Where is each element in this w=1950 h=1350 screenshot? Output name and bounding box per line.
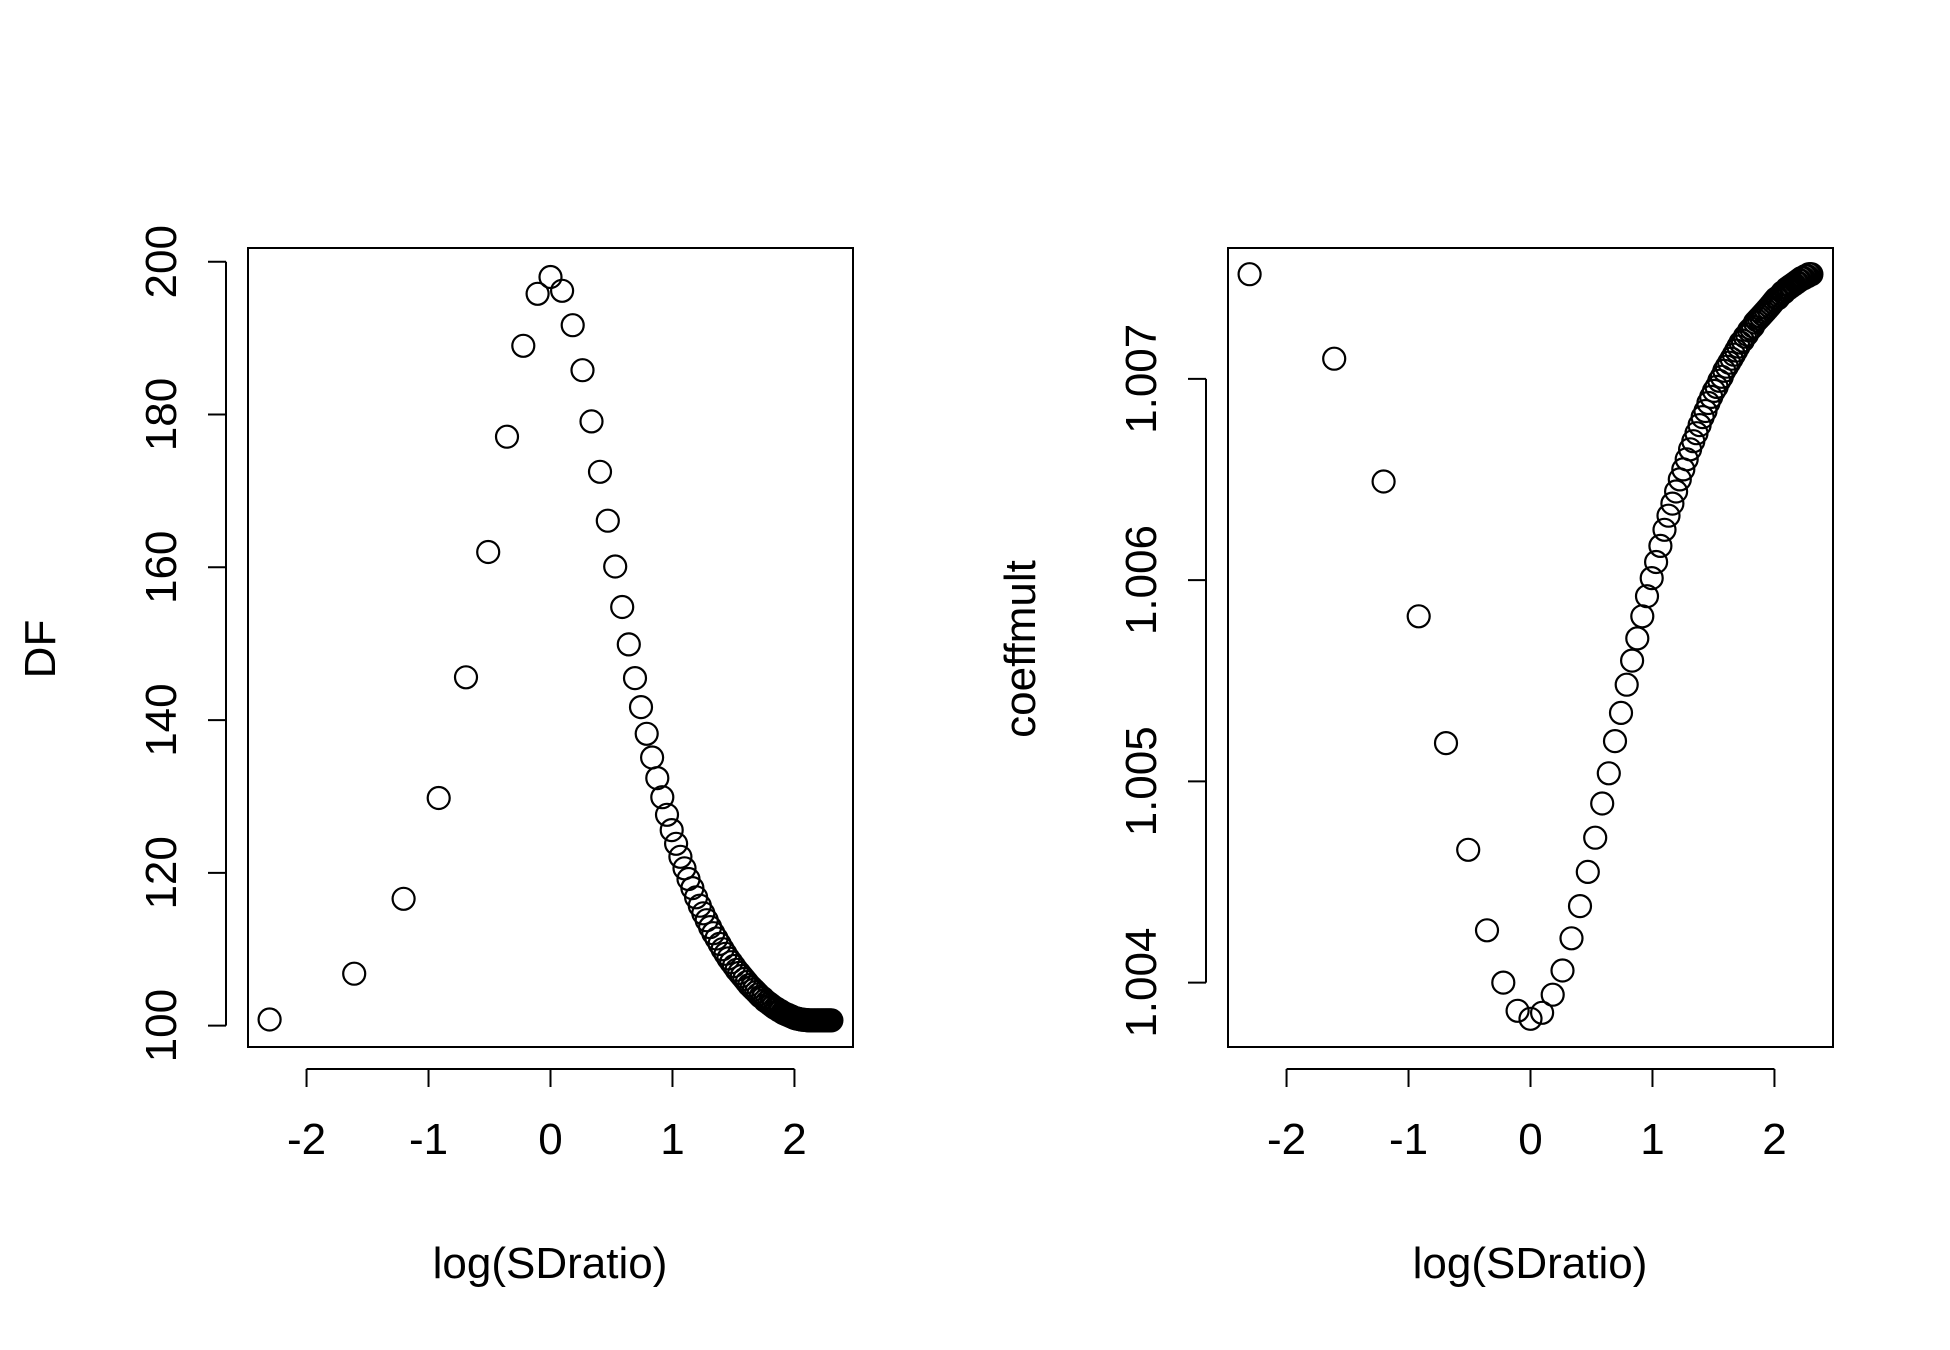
df-point xyxy=(668,844,693,869)
coeffmult-point xyxy=(1529,1000,1555,1025)
coeffmult-point xyxy=(1322,346,1347,371)
coeffmult-point xyxy=(1602,728,1628,754)
coeffmult-point xyxy=(1583,825,1608,850)
coeffmult-y-tick-label: 1.007 xyxy=(1117,324,1166,434)
coeffmult-point xyxy=(1237,262,1262,287)
df-point xyxy=(257,1007,282,1032)
coeffmult-y-tick-label: 1.006 xyxy=(1117,525,1166,635)
coeffmult-point xyxy=(1540,982,1565,1007)
df-point xyxy=(634,721,659,746)
df-y-tick-label: 100 xyxy=(137,989,186,1062)
df-plot-frame xyxy=(247,247,854,1048)
coeffmult-point xyxy=(1575,859,1600,885)
coeffmult-point xyxy=(1550,958,1575,983)
coeffmult-point xyxy=(1371,469,1396,494)
coeffmult-x-tick-label: 2 xyxy=(1762,1115,1786,1164)
coeffmult-point xyxy=(1663,479,1689,504)
coeffmult-y-tick-label: 1.004 xyxy=(1117,928,1166,1038)
df-point xyxy=(342,961,367,986)
coeffmult-point xyxy=(1799,262,1824,287)
coeffmult-point xyxy=(1491,970,1516,995)
coeffmult-point xyxy=(1643,549,1669,575)
df-point xyxy=(659,817,684,843)
df-point xyxy=(453,665,479,690)
coeffmult-point xyxy=(1505,998,1530,1023)
coeffmult-point xyxy=(1596,761,1621,786)
df-point xyxy=(610,594,635,620)
df-point xyxy=(525,281,550,306)
coeffmult-y-axis: 1.004 1.005 1.006 1.007 xyxy=(1117,324,1207,1038)
df-y-axis: 100 120 140 160 180 200 xyxy=(137,225,227,1062)
df-point xyxy=(587,459,613,484)
df-y-tick-label: 200 xyxy=(137,225,186,298)
coeffmult-point xyxy=(1619,648,1645,673)
coeffmult-x-tick-label: 0 xyxy=(1518,1115,1542,1164)
df-point xyxy=(663,831,689,856)
coeffmult-point xyxy=(1608,700,1634,726)
df-y-tick-label: 180 xyxy=(137,378,186,451)
coeffmult-y-tick-label: 1.005 xyxy=(1117,726,1166,836)
df-x-tick-label: 2 xyxy=(782,1115,806,1164)
df-x-axis-label: log(SDratio) xyxy=(433,1239,668,1288)
right-panel-coeffmult: -2 -1 0 1 2 1.004 1.005 1.006 1.007 log(SDratio… xyxy=(996,247,1834,1288)
df-y-axis-label: DF xyxy=(16,620,65,679)
df-point xyxy=(819,1008,844,1033)
coeffmult-point xyxy=(1660,491,1685,516)
coeffmult-point xyxy=(1625,626,1650,651)
df-point xyxy=(595,508,620,533)
df-point xyxy=(426,785,451,811)
coeffmult-x-tick-label: -1 xyxy=(1389,1115,1428,1164)
coeffmult-point xyxy=(1518,1006,1543,1031)
df-point xyxy=(511,333,536,358)
df-point xyxy=(476,539,501,565)
df-point xyxy=(579,409,604,434)
df-point xyxy=(570,358,595,383)
df-y-tick-label: 120 xyxy=(137,836,186,909)
df-point xyxy=(603,554,628,579)
coeffmult-y-axis-label: coeffmult xyxy=(996,560,1045,738)
df-x-tick-label: 0 xyxy=(538,1115,562,1164)
coeffmult-x-axis-label: log(SDratio) xyxy=(1413,1239,1648,1288)
df-point xyxy=(391,886,416,911)
df-point xyxy=(654,802,680,827)
df-point xyxy=(560,313,585,338)
df-x-axis: -2 -1 0 1 2 xyxy=(287,1068,807,1164)
coeffmult-point xyxy=(1406,604,1431,629)
coeffmult-point xyxy=(1614,672,1639,697)
df-x-tick-label: 1 xyxy=(660,1115,684,1164)
coeffmult-point xyxy=(1648,533,1673,559)
df-y-tick-label: 140 xyxy=(137,683,186,756)
coeffmult-x-axis: -2 -1 0 1 2 xyxy=(1267,1068,1787,1164)
coeffmult-x-tick-label: 1 xyxy=(1640,1115,1664,1164)
df-point xyxy=(628,694,654,720)
df-points xyxy=(257,264,844,1033)
coeffmult-point xyxy=(1567,893,1593,919)
df-point xyxy=(494,424,520,449)
df-point xyxy=(650,785,675,810)
df-point xyxy=(622,665,648,691)
coeffmult-point xyxy=(1433,730,1459,756)
coeffmult-point xyxy=(1456,837,1481,862)
df-point xyxy=(645,765,670,791)
coeffmult-point xyxy=(1559,926,1584,951)
coeffmult-point xyxy=(1674,447,1699,472)
coeffmult-points xyxy=(1237,262,1824,1031)
df-y-tick-label: 160 xyxy=(137,531,186,604)
coeffmult-point xyxy=(1590,791,1615,816)
coeffmult-point xyxy=(1652,517,1677,542)
df-point xyxy=(616,632,641,657)
coeffmult-x-tick-label: -2 xyxy=(1267,1115,1306,1164)
coeffmult-plot-frame xyxy=(1227,247,1834,1048)
df-x-tick-label: -1 xyxy=(409,1115,448,1164)
coeffmult-point xyxy=(1656,503,1681,528)
coeffmult-point xyxy=(1634,584,1660,609)
df-x-tick-label: -2 xyxy=(287,1115,326,1164)
coeffmult-point xyxy=(1795,264,1820,289)
df-point xyxy=(549,278,575,303)
coeffmult-point xyxy=(1639,565,1664,591)
coeffmult-point xyxy=(1474,918,1500,943)
